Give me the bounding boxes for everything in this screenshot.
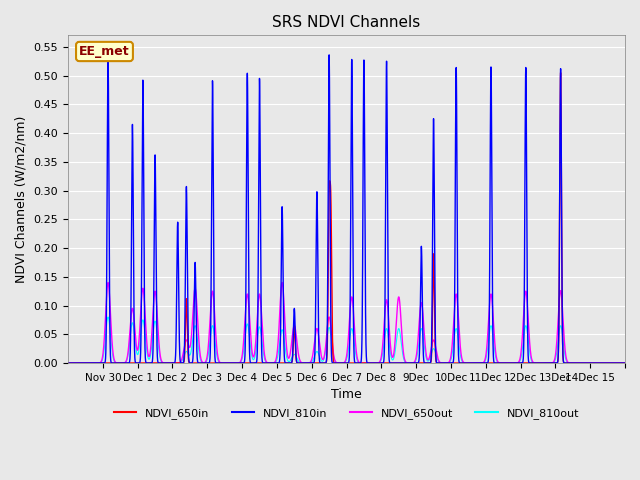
NDVI_810in	[482, 360, 490, 366]
NDVI_650in	[126, 360, 134, 366]
NDVI_650out	[557, 288, 564, 294]
NDVI_650in	[482, 360, 490, 366]
X-axis label: Time: Time	[331, 388, 362, 401]
NDVI_650in	[516, 360, 524, 366]
NDVI_650out	[278, 280, 286, 286]
NDVI_650out	[64, 360, 72, 366]
NDVI_810in	[64, 360, 72, 366]
NDVI_650out	[621, 360, 629, 366]
NDVI_810out	[126, 336, 134, 342]
NDVI_650out	[538, 360, 546, 366]
NDVI_650out	[126, 328, 134, 334]
NDVI_810out	[516, 358, 524, 363]
NDVI_650out	[243, 296, 250, 302]
NDVI_650in	[64, 360, 72, 366]
NDVI_650in	[557, 75, 564, 81]
Title: SRS NDVI Channels: SRS NDVI Channels	[273, 15, 420, 30]
NDVI_810in	[325, 52, 333, 58]
NDVI_810out	[64, 360, 72, 366]
NDVI_810out	[621, 360, 629, 366]
NDVI_650in	[557, 70, 564, 75]
NDVI_810in	[516, 360, 524, 366]
NDVI_810in	[538, 360, 546, 366]
NDVI_810in	[621, 360, 629, 366]
Line: NDVI_810out: NDVI_810out	[68, 317, 625, 363]
NDVI_650out	[516, 355, 524, 360]
NDVI_650in	[538, 360, 546, 366]
NDVI_810in	[243, 198, 250, 204]
NDVI_810out	[482, 356, 490, 362]
NDVI_810out	[243, 324, 250, 330]
NDVI_810out	[557, 323, 564, 329]
Line: NDVI_650in: NDVI_650in	[68, 72, 625, 363]
NDVI_650in	[243, 360, 250, 366]
Text: EE_met: EE_met	[79, 45, 130, 58]
NDVI_810out	[538, 360, 546, 366]
NDVI_650out	[482, 352, 490, 358]
NDVI_650in	[621, 360, 629, 366]
NDVI_810out	[104, 314, 112, 320]
Y-axis label: NDVI Channels (W/m2/nm): NDVI Channels (W/m2/nm)	[15, 116, 28, 283]
Legend: NDVI_650in, NDVI_810in, NDVI_650out, NDVI_810out: NDVI_650in, NDVI_810in, NDVI_650out, NDV…	[109, 403, 584, 423]
NDVI_810in	[557, 72, 564, 77]
Line: NDVI_810in: NDVI_810in	[68, 55, 625, 363]
Line: NDVI_650out: NDVI_650out	[68, 283, 625, 363]
NDVI_810in	[126, 357, 134, 362]
